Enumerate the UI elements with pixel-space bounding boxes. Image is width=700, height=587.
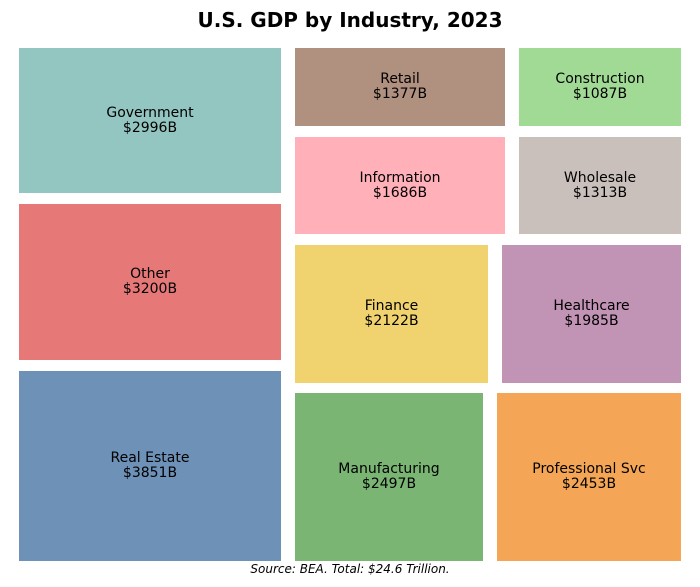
treemap-tile-healthcare: Healthcare $1985B: [502, 245, 681, 383]
tile-label: Real Estate: [110, 450, 190, 466]
tile-label: Professional Svc: [532, 461, 646, 477]
tile-label: Information: [359, 169, 441, 186]
treemap-tile-retail: Retail $1377B: [295, 48, 505, 126]
chart-footnote: Source: BEA. Total: $24.6 Trillion.: [250, 562, 450, 576]
tile-label: Government: [106, 104, 194, 121]
treemap-tile-wholesale: Wholesale $1313B: [519, 137, 681, 234]
tile-value: $3851B: [122, 465, 178, 481]
treemap-tile-manufacturing: Manufacturing $2497B: [295, 393, 483, 561]
treemap-tile-finance: Finance $2122B: [295, 245, 488, 383]
tile-label: Manufacturing: [338, 461, 440, 477]
tile-value: $1686B: [372, 184, 428, 201]
treemap-tile-government: Government $2996B: [19, 48, 281, 193]
tile-label: Retail: [380, 71, 420, 87]
tile-value: $1377B: [372, 86, 428, 102]
tile-value: $3200B: [122, 281, 178, 297]
tile-label: Finance: [364, 298, 419, 314]
tile-label: Construction: [555, 71, 645, 87]
treemap-tile-construction: Construction $1087B: [519, 48, 681, 126]
treemap-tile-information: Information $1686B: [295, 137, 505, 234]
tile-value: $2453B: [561, 476, 617, 492]
tile-label: Other: [130, 266, 170, 282]
tile-value: $2996B: [122, 119, 178, 136]
tile-value: $1087B: [572, 86, 628, 102]
tile-value: $1985B: [564, 313, 619, 329]
treemap-tile-professional-svc: Professional Svc $2453B: [497, 393, 681, 561]
tile-value: $2122B: [364, 313, 419, 329]
tile-value: $1313B: [572, 184, 628, 201]
treemap-tile-other: Other $3200B: [19, 204, 281, 360]
treemap-tile-real-estate: Real Estate $3851B: [19, 371, 281, 561]
tile-label: Healthcare: [553, 298, 630, 314]
chart-title: U.S. GDP by Industry, 2023: [197, 8, 503, 32]
tile-value: $2497B: [361, 476, 417, 492]
tile-label: Wholesale: [563, 169, 637, 186]
